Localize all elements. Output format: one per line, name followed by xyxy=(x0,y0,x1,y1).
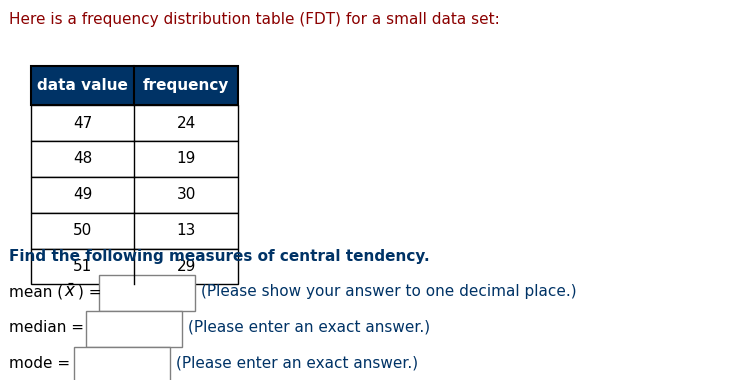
Text: data value: data value xyxy=(37,78,128,93)
FancyBboxPatch shape xyxy=(74,347,170,380)
Text: 29: 29 xyxy=(177,259,196,274)
FancyBboxPatch shape xyxy=(31,105,238,141)
Text: (Please show your answer to one decimal place.): (Please show your answer to one decimal … xyxy=(201,284,577,299)
FancyBboxPatch shape xyxy=(99,276,195,311)
Text: 47: 47 xyxy=(73,116,92,131)
Text: 19: 19 xyxy=(177,152,196,166)
Text: Here is a frequency distribution table (FDT) for a small data set:: Here is a frequency distribution table (… xyxy=(9,12,499,27)
FancyBboxPatch shape xyxy=(31,249,238,284)
FancyBboxPatch shape xyxy=(86,311,183,347)
Text: 50: 50 xyxy=(73,223,92,238)
Text: 30: 30 xyxy=(177,187,196,202)
FancyBboxPatch shape xyxy=(31,213,238,249)
Text: 13: 13 xyxy=(177,223,196,238)
Text: mode =: mode = xyxy=(9,356,70,370)
Text: 48: 48 xyxy=(73,152,92,166)
FancyBboxPatch shape xyxy=(31,66,238,105)
Text: $\bar{x}$: $\bar{x}$ xyxy=(65,283,76,301)
Text: frequency: frequency xyxy=(143,78,229,93)
Text: (Please enter an exact answer.): (Please enter an exact answer.) xyxy=(176,356,418,370)
FancyBboxPatch shape xyxy=(31,177,238,213)
Text: (Please enter an exact answer.): (Please enter an exact answer.) xyxy=(188,320,430,335)
Text: 24: 24 xyxy=(177,116,196,131)
Text: median =: median = xyxy=(9,320,84,335)
Text: Find the following measures of central tendency.: Find the following measures of central t… xyxy=(9,249,430,264)
Text: 49: 49 xyxy=(73,187,93,202)
Text: 51: 51 xyxy=(73,259,92,274)
FancyBboxPatch shape xyxy=(31,141,238,177)
Text: mean (: mean ( xyxy=(9,284,63,299)
Text: ) =: ) = xyxy=(77,284,101,299)
